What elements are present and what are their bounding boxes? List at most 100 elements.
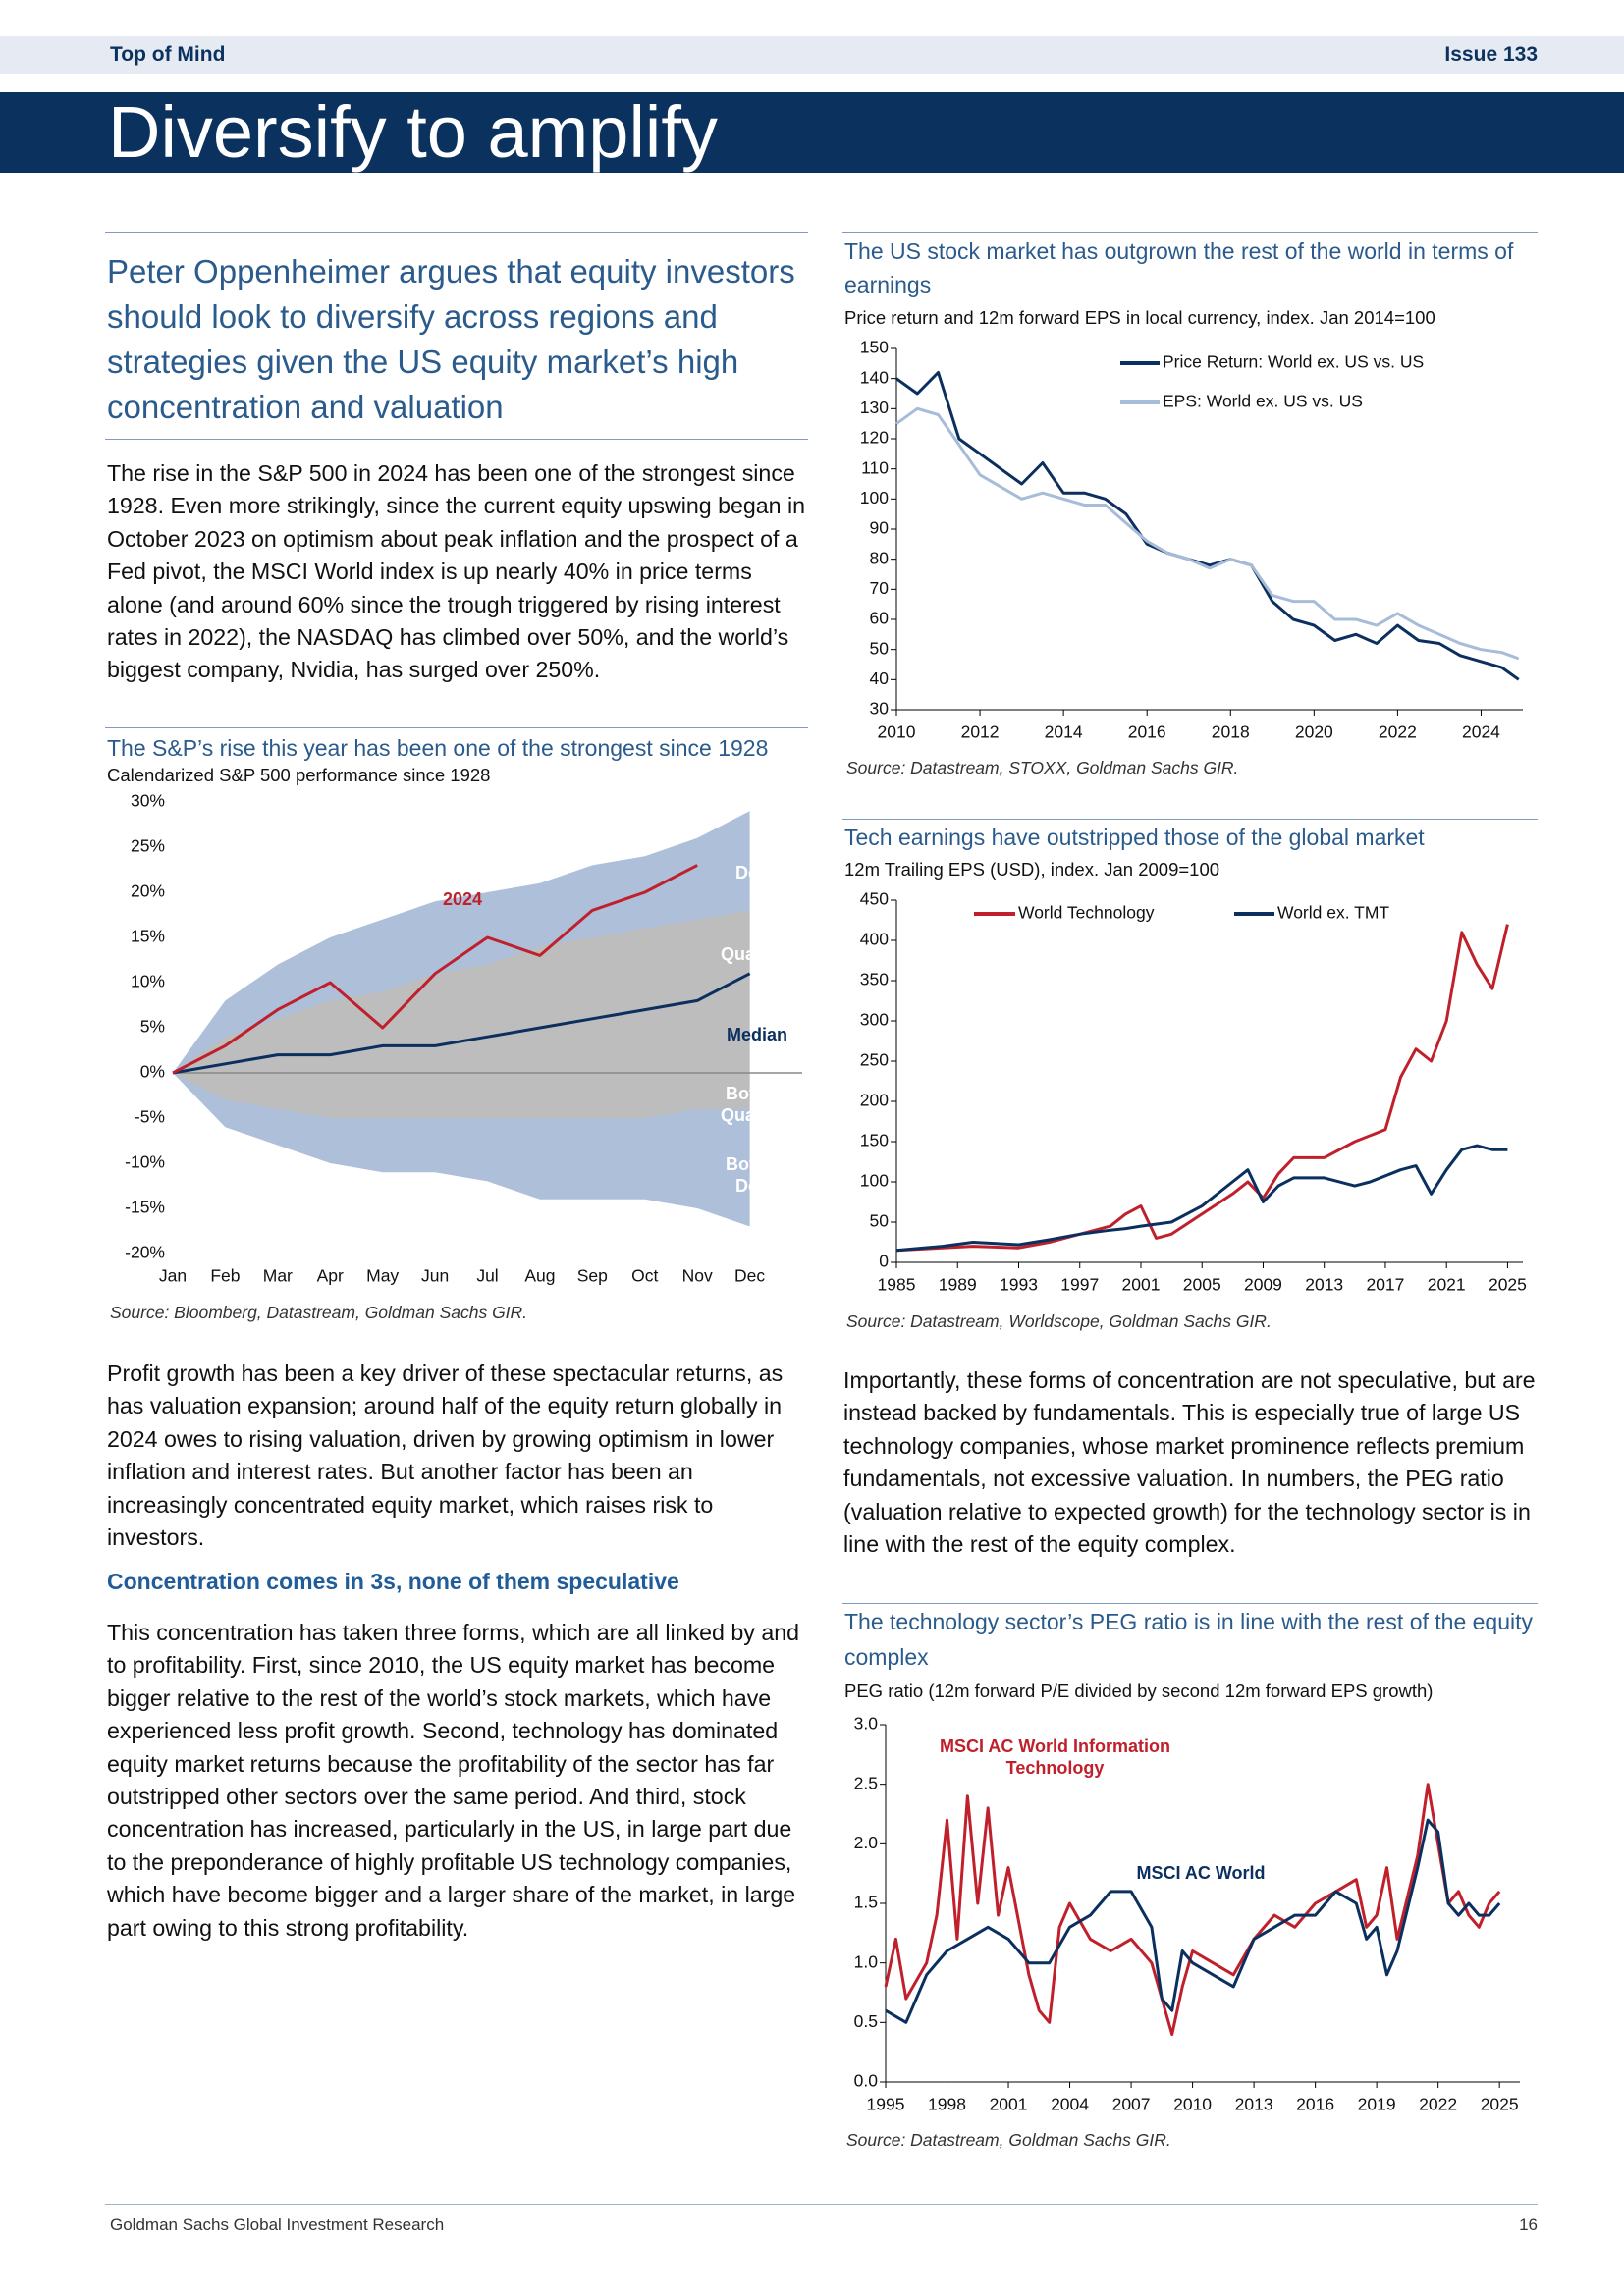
x-tick-label: Jun bbox=[421, 1266, 449, 1286]
x-tick-label: Jan bbox=[159, 1266, 187, 1286]
chart-title: The technology sector’s PEG ratio is in … bbox=[844, 1609, 1534, 1670]
section: Top of Mind bbox=[110, 43, 226, 66]
series-label: MSCI AC World bbox=[1136, 1863, 1266, 1883]
x-tick-label: Dec bbox=[734, 1266, 765, 1286]
series-line bbox=[895, 371, 1520, 681]
header-band bbox=[0, 36, 1624, 74]
paragraph: This concentration has taken three forms… bbox=[107, 1620, 800, 1941]
rule bbox=[842, 1603, 1538, 1604]
y-tick-label: 60 bbox=[870, 609, 890, 628]
y-tick-label: 70 bbox=[870, 578, 890, 598]
y-tick-label: 40 bbox=[870, 668, 890, 688]
series-label: Bottom Quartile bbox=[720, 1084, 787, 1125]
series-line bbox=[895, 406, 1520, 661]
rule bbox=[105, 439, 808, 440]
series-label-text: Top Decile bbox=[734, 841, 787, 882]
y-tick-label: 30% bbox=[131, 791, 165, 811]
x-tick-label: 2021 bbox=[1428, 1275, 1466, 1295]
series-label-text: MSCI AC World Information Technology bbox=[940, 1736, 1170, 1778]
x-tick-label: 1985 bbox=[878, 1275, 916, 1295]
series-label-text: 2024 bbox=[442, 889, 483, 909]
x-tick-label: 2013 bbox=[1235, 2095, 1273, 2114]
chart: 0.0 0.5 1.0 1.5 2.0 2.5 3.0 1995 1998 2001 2004 200… bbox=[854, 1714, 1520, 2114]
y-tick-label: 350 bbox=[860, 970, 889, 989]
paragraph: Profit growth has been a key driver of t… bbox=[107, 1361, 784, 1551]
y-tick-label: -10% bbox=[125, 1152, 165, 1172]
series-line bbox=[172, 864, 698, 1075]
x-tick-label: 2001 bbox=[990, 2095, 1028, 2114]
chart-source: Source: Datastream, Goldman Sachs GIR. bbox=[846, 2130, 1171, 2150]
chart-source: Source: Bloomberg, Datastream, Goldman S… bbox=[110, 1303, 528, 1322]
y-tick-label: 2.5 bbox=[854, 1773, 878, 1792]
y-tick-label: 1.5 bbox=[854, 1893, 878, 1912]
band-area bbox=[173, 910, 750, 1118]
x-tick-label: 2014 bbox=[1045, 722, 1083, 742]
issue: Issue 133 bbox=[1444, 43, 1538, 66]
rule bbox=[842, 819, 1538, 820]
y-tick-label: 25% bbox=[131, 836, 165, 856]
y-tick-label: 3.0 bbox=[854, 1714, 879, 1734]
title-bar bbox=[0, 92, 1624, 173]
y-tick-label: 200 bbox=[860, 1091, 889, 1110]
x-tick-label: 1997 bbox=[1060, 1275, 1099, 1295]
legend-label: Price Return: World ex. US vs. US bbox=[1163, 352, 1424, 372]
rule bbox=[842, 232, 1538, 233]
x-tick-label: Sep bbox=[577, 1266, 608, 1286]
y-tick-label: 120 bbox=[860, 428, 889, 448]
y-tick-label: 110 bbox=[861, 457, 889, 477]
series-line bbox=[885, 1818, 1501, 2024]
chart-subtitle: Calendarized S&P 500 performance since 1… bbox=[107, 765, 491, 785]
chart: 0 50 100 150 200 250 300 350 400 450 1985 1989 1993 1… bbox=[860, 889, 1527, 1295]
x-tick-label: 2024 bbox=[1462, 722, 1500, 742]
y-tick-label: 140 bbox=[860, 367, 889, 387]
x-tick-label: 2009 bbox=[1244, 1275, 1282, 1295]
footer-text: Goldman Sachs Global Investment Research bbox=[110, 2216, 445, 2234]
series-label: Median bbox=[726, 1025, 787, 1044]
y-tick-label: 150 bbox=[860, 1131, 889, 1150]
x-tick-label: 2005 bbox=[1183, 1275, 1221, 1295]
series-line bbox=[895, 924, 1509, 1253]
x-tick-label: 2025 bbox=[1489, 1275, 1527, 1295]
footer-rule bbox=[105, 2204, 1538, 2205]
x-tick-label: 1989 bbox=[939, 1275, 977, 1295]
rule bbox=[105, 232, 808, 233]
x-tick-label: Mar bbox=[263, 1266, 293, 1286]
series-label-text: MSCI AC World bbox=[1136, 1863, 1266, 1883]
y-tick-label: 300 bbox=[860, 1010, 889, 1030]
y-tick-label: -20% bbox=[125, 1243, 165, 1262]
paragraph: The rise in the S&P 500 in 2024 has been… bbox=[107, 460, 806, 683]
series-label: Top Quartile bbox=[721, 923, 787, 964]
x-tick-label: 2025 bbox=[1481, 2095, 1519, 2114]
x-tick-label: 2019 bbox=[1358, 2095, 1396, 2114]
x-tick-label: Nov bbox=[682, 1266, 713, 1286]
series-label-text: Bottom Quartile bbox=[720, 1084, 787, 1125]
y-tick-label: 250 bbox=[860, 1050, 889, 1070]
chart-title: Tech earnings have outstripped those of … bbox=[844, 825, 1425, 850]
x-tick-label: 2012 bbox=[961, 722, 1000, 742]
series-line bbox=[172, 972, 751, 1075]
y-tick-label: 15% bbox=[131, 927, 165, 946]
y-tick-label: 100 bbox=[860, 488, 889, 507]
x-tick-label: 1995 bbox=[867, 2095, 905, 2114]
series-label-text: Median bbox=[726, 1025, 787, 1044]
y-tick-label: 450 bbox=[860, 889, 889, 909]
x-tick-label: 1998 bbox=[928, 2095, 966, 2114]
x-tick-label: Apr bbox=[317, 1266, 344, 1286]
y-tick-label: -15% bbox=[125, 1198, 165, 1217]
x-tick-label: 2010 bbox=[878, 722, 916, 742]
x-tick-label: 2022 bbox=[1419, 2095, 1457, 2114]
x-tick-label: 2022 bbox=[1379, 722, 1417, 742]
x-tick-label: 2001 bbox=[1122, 1275, 1161, 1295]
series-line bbox=[884, 1783, 1501, 2036]
legend-label: World ex. TMT bbox=[1277, 903, 1389, 923]
x-tick-label: 2016 bbox=[1128, 722, 1166, 742]
y-tick-label: 0% bbox=[140, 1062, 165, 1082]
y-tick-label: 0.5 bbox=[854, 2011, 878, 2031]
y-tick-label: 150 bbox=[860, 338, 889, 357]
y-tick-label: 0.0 bbox=[854, 2071, 879, 2091]
y-tick-label: -5% bbox=[135, 1107, 165, 1127]
x-tick-label: 2013 bbox=[1305, 1275, 1343, 1295]
series-label: Bottom Decile bbox=[726, 1154, 787, 1196]
series-line bbox=[895, 1144, 1508, 1253]
y-tick-label: 0 bbox=[879, 1252, 889, 1271]
